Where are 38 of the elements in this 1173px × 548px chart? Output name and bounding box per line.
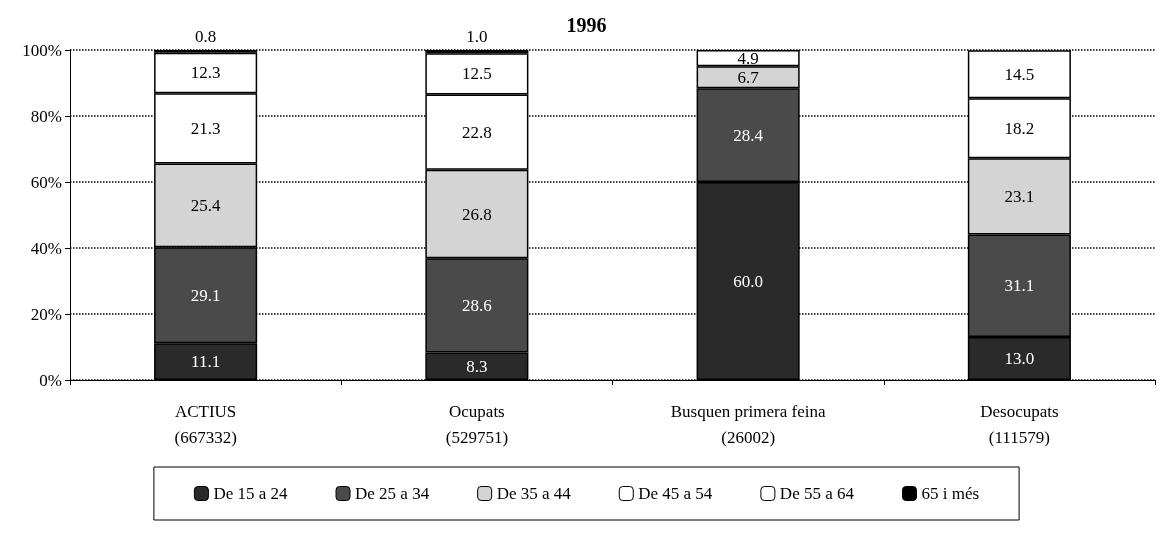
y-tick-label: 40% <box>30 238 62 258</box>
data-label: 26.8 <box>462 204 492 224</box>
y-tick-label: 20% <box>30 304 62 324</box>
legend-label: De 45 a 54 <box>638 484 713 503</box>
y-tick-label: 100% <box>22 40 62 60</box>
data-label: 25.4 <box>190 195 221 215</box>
legend-label: De 25 a 34 <box>355 484 430 503</box>
data-label: 29.1 <box>190 285 221 305</box>
data-label: 28.4 <box>733 125 764 145</box>
data-label: 31.1 <box>1004 276 1035 296</box>
y-tick-label: 0% <box>39 370 62 390</box>
data-label: 1.0 <box>466 27 488 46</box>
y-tick-label: 80% <box>30 106 62 126</box>
data-label: 18.2 <box>1004 118 1035 138</box>
legend-label: 65 i més <box>921 484 980 503</box>
data-label: 22.8 <box>462 122 492 142</box>
legend-label: De 35 a 44 <box>496 484 572 503</box>
data-label: 12.3 <box>190 63 221 83</box>
data-label: 13.0 <box>1004 349 1035 369</box>
data-label: 8.3 <box>466 356 488 376</box>
legend-label: De 15 a 24 <box>213 484 289 503</box>
data-label: 12.5 <box>462 64 492 84</box>
chart-title: 1996 <box>566 14 607 36</box>
data-label: 6.7 <box>737 67 760 87</box>
data-label: 0.8 <box>195 27 217 46</box>
legend-label: De 55 a 64 <box>779 484 855 503</box>
data-label: 14.5 <box>1004 64 1035 84</box>
data-label: 23.1 <box>1004 186 1035 206</box>
data-label: 4.9 <box>737 48 759 68</box>
x-tick-label: ACTIUS (667332) <box>174 401 237 447</box>
x-tick-label: Busquen primera feina (26002) <box>670 401 826 447</box>
x-tick-label: Ocupats (529751) <box>445 401 509 447</box>
data-label: 21.3 <box>190 118 221 138</box>
x-tick-label: Desocupats (111579) <box>980 401 1059 447</box>
data-label: 60.0 <box>733 271 763 291</box>
y-tick-label: 60% <box>30 172 62 192</box>
data-label: 11.1 <box>191 352 221 372</box>
data-label: 28.6 <box>462 295 492 315</box>
